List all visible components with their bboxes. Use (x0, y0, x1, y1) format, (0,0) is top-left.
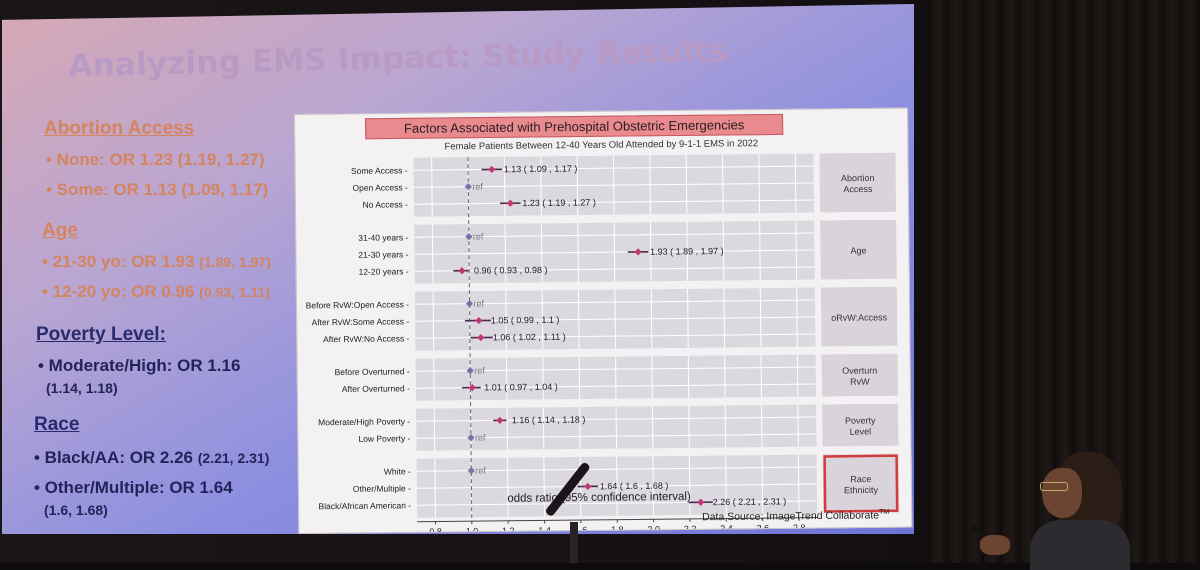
row-label: Black/African American - (318, 500, 411, 511)
x-tick-label: 1.2 (502, 526, 515, 533)
race-black-value: • Black/AA: OR 2.26 (34, 448, 193, 467)
x-tick-label: 2.6 (757, 523, 770, 533)
race-black-finding: • Black/AA: OR 2.26 (2.21, 2.31) (34, 448, 269, 468)
estimate-label: 1.64 ( 1.6 , 1.68 ) (600, 481, 669, 492)
poverty-level-heading: Poverty Level: (36, 324, 166, 346)
poverty-moderate-finding: • Moderate/High: OR 1.16 (38, 356, 240, 376)
row-label: Before Overturned - (335, 366, 410, 377)
facet-label: Access (843, 184, 873, 194)
x-tick-label: 2.2 (684, 524, 697, 533)
estimate-label: 1.01 ( 0.97 , 1.04 ) (484, 382, 558, 393)
estimate-label: ref (475, 433, 486, 443)
poverty-moderate-ci: (1.14, 1.18) (46, 380, 118, 396)
facet-label: Ethnicity (844, 485, 879, 495)
age-21-30-value: • 21-30 yo: OR 1.93 (42, 252, 194, 271)
presenter-face (1042, 468, 1082, 518)
row-label: After RvW:No Access - (323, 333, 410, 344)
facet-label: Race (850, 474, 871, 484)
x-tick-label: 2.0 (647, 524, 660, 533)
row-label: Open Access - (352, 182, 408, 193)
facet-label: Abortion (841, 173, 875, 183)
abortion-none-finding: • None: OR 1.23 (1.19, 1.27) (46, 150, 265, 170)
row-label: 21-30 years - (358, 249, 408, 260)
row-label: Other/Multiple - (353, 483, 411, 494)
projected-slide: Analyzing EMS Impact: Study Results Abor… (2, 4, 914, 534)
data-source-text: Data Source: ImageTrend Collaborate (702, 509, 879, 523)
race-other-finding: • Other/Multiple: OR 1.64 (34, 478, 233, 498)
age-21-30-ci: (1.89, 1.97) (199, 254, 271, 270)
age-12-20-ci: (0.93, 1.11) (199, 284, 270, 300)
x-tick-label: 1.0 (466, 526, 479, 533)
row-label: 12-20 years - (359, 266, 409, 277)
estimate-label: 1.13 ( 1.09 , 1.17 ) (504, 164, 578, 175)
facet-label: RvW (850, 376, 870, 386)
forest-plot-card: Factors Associated with Prehospital Obst… (294, 108, 912, 534)
race-black-ci: (2.21, 2.31) (198, 450, 270, 466)
estimate-label: 1.23 ( 1.19 , 1.27 ) (522, 197, 596, 208)
race-heading: Race (34, 414, 79, 436)
microphone-stand (570, 522, 578, 563)
estimate-label: ref (473, 299, 484, 309)
x-tick-label: 1.4 (538, 525, 551, 533)
trademark-mark: TM (879, 509, 889, 516)
facet-label: Level (850, 426, 872, 436)
data-source-note: Data Source: ImageTrend CollaborateTM (702, 509, 889, 523)
row-label: After Overturned - (342, 383, 410, 394)
estimate-label: 1.06 ( 1.02 , 1.11 ) (493, 332, 566, 343)
row-label: 31-40 years - (358, 232, 408, 243)
row-label: No Access - (363, 199, 409, 209)
facet-label: oRvW:Access (831, 312, 887, 323)
row-label: After RvW:Some Access - (312, 316, 410, 327)
row-label: White - (384, 466, 411, 476)
facet-label: Poverty (845, 415, 876, 425)
facet-label: Overturn (842, 365, 877, 375)
age-12-20-value: • 12-20 yo: OR 0.96 (42, 282, 194, 301)
abortion-access-heading: Abortion Access (44, 118, 194, 140)
poverty-moderate-ci-line: (1.14, 1.18) (46, 378, 118, 398)
x-tick-label: 1.8 (611, 525, 624, 533)
row-label: Low Poverty - (358, 433, 410, 444)
x-tick-label: 2.8 (793, 523, 806, 533)
presenter-glasses (1040, 482, 1068, 491)
race-other-ci-line: (1.6, 1.68) (44, 500, 108, 520)
race-other-ci: (1.6, 1.68) (44, 502, 108, 518)
estimate-label: ref (475, 466, 486, 476)
row-label: Some Access - (351, 165, 408, 176)
presenter-hand (980, 535, 1010, 555)
facet-label: Age (850, 246, 866, 256)
estimate-label: 1.93 ( 1.89 , 1.97 ) (650, 246, 724, 257)
estimate-label: 1.16 ( 1.14 , 1.18 ) (512, 414, 586, 425)
slide-title: Analyzing EMS Impact: Study Results (68, 33, 727, 84)
findings-panel: Abortion Access • None: OR 1.23 (1.19, 1… (2, 112, 302, 532)
estimate-label: 1.05 ( 0.99 , 1.1 ) (491, 315, 560, 326)
age-12-20-finding: • 12-20 yo: OR 0.96 (0.93, 1.11) (42, 282, 270, 302)
row-label: Before RvW:Open Access - (306, 299, 410, 310)
x-tick-label: 0.8 (429, 526, 442, 532)
estimate-label: ref (474, 366, 485, 376)
age-21-30-finding: • 21-30 yo: OR 1.93 (1.89, 1.97) (42, 252, 271, 272)
age-heading: Age (42, 220, 78, 242)
abortion-some-finding: • Some: OR 1.13 (1.09, 1.17) (46, 180, 268, 200)
estimate-label: 0.96 ( 0.93 , 0.98 ) (474, 265, 548, 276)
x-tick-label: 2.4 (720, 523, 733, 533)
estimate-label: ref (472, 182, 483, 192)
estimate-label: ref (473, 232, 484, 242)
row-label: Moderate/High Poverty - (318, 416, 410, 427)
